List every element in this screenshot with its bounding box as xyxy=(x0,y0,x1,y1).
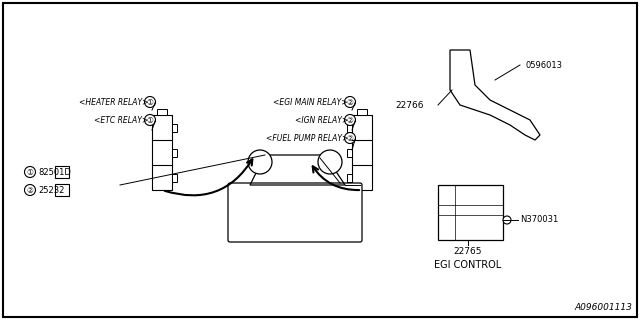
Text: ①: ① xyxy=(27,167,33,177)
Text: EGI CONTROL: EGI CONTROL xyxy=(435,260,502,270)
FancyBboxPatch shape xyxy=(228,183,362,242)
Text: 22765: 22765 xyxy=(454,247,483,257)
Text: ②: ② xyxy=(347,98,353,107)
Bar xyxy=(438,185,503,240)
Bar xyxy=(55,166,69,178)
Text: <FUEL PUMP RELAY>: <FUEL PUMP RELAY> xyxy=(266,133,348,142)
Bar xyxy=(347,124,352,132)
Text: 22766: 22766 xyxy=(395,100,424,109)
Bar xyxy=(157,109,167,115)
Circle shape xyxy=(344,115,355,125)
Bar xyxy=(357,109,367,115)
Bar xyxy=(347,173,352,181)
Circle shape xyxy=(318,150,342,174)
Circle shape xyxy=(248,150,272,174)
Circle shape xyxy=(24,166,35,178)
Text: ②: ② xyxy=(347,133,353,142)
Text: 25232: 25232 xyxy=(38,186,65,195)
Bar xyxy=(352,115,372,190)
Text: ②: ② xyxy=(347,116,353,124)
Text: <EGI MAIN RELAY>: <EGI MAIN RELAY> xyxy=(273,98,348,107)
Text: ①: ① xyxy=(147,116,154,124)
Circle shape xyxy=(145,115,156,125)
Bar xyxy=(172,148,177,156)
Circle shape xyxy=(24,185,35,196)
Bar xyxy=(152,115,172,190)
Text: 0596013: 0596013 xyxy=(525,60,562,69)
Text: ②: ② xyxy=(27,186,33,195)
Text: <IGN RELAY>: <IGN RELAY> xyxy=(295,116,348,124)
Text: N370031: N370031 xyxy=(520,215,558,225)
Bar xyxy=(347,148,352,156)
Text: ①: ① xyxy=(147,98,154,107)
Circle shape xyxy=(344,97,355,108)
Text: 82501D: 82501D xyxy=(38,167,71,177)
Text: <ETC RELAY>: <ETC RELAY> xyxy=(93,116,148,124)
Bar xyxy=(55,184,69,196)
Circle shape xyxy=(344,132,355,143)
Text: A096001113: A096001113 xyxy=(574,303,632,312)
Bar xyxy=(172,124,177,132)
Bar xyxy=(172,173,177,181)
Text: <HEATER RELAY>: <HEATER RELAY> xyxy=(79,98,148,107)
Circle shape xyxy=(145,97,156,108)
Circle shape xyxy=(503,216,511,224)
